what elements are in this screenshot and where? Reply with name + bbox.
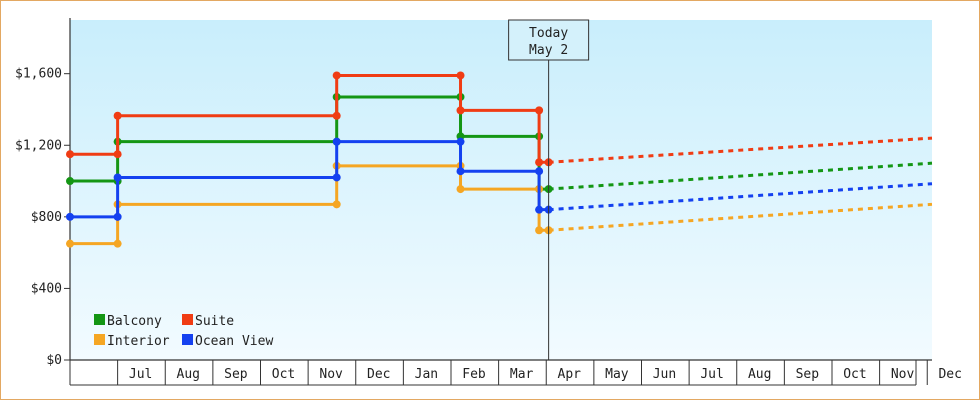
data-point — [456, 167, 465, 176]
x-tick-label: Nov — [891, 367, 915, 382]
today-label-line2: May 2 — [529, 43, 568, 58]
legend-label: Suite — [195, 314, 234, 329]
x-tick-label: May — [605, 367, 629, 382]
x-tick-label: Feb — [462, 367, 486, 382]
x-tick-label: Aug — [748, 367, 771, 382]
x-tick-label: Oct — [843, 367, 866, 382]
legend-label: Interior — [107, 334, 170, 349]
legend-item: Interior — [94, 334, 170, 349]
x-tick-label: Dec — [938, 367, 961, 382]
data-point — [332, 137, 341, 146]
data-point — [456, 71, 465, 80]
series-suite — [66, 71, 933, 167]
legend-swatch — [182, 334, 193, 345]
today-label-line1: Today — [529, 26, 568, 41]
data-point — [332, 200, 341, 209]
legend-item: Suite — [182, 314, 234, 329]
x-tick-label: Sep — [796, 367, 820, 382]
data-point — [113, 173, 122, 182]
x-tick-label: Jun — [653, 367, 676, 382]
data-point — [332, 111, 341, 120]
x-tick-label: Mar — [510, 367, 534, 382]
data-point — [535, 158, 544, 167]
today-box — [508, 19, 590, 61]
series-forecast-line — [548, 202, 933, 232]
y-tick-label: $1,200 — [15, 138, 62, 153]
legend-label: Ocean View — [195, 334, 273, 349]
data-point — [332, 71, 341, 80]
data-point — [535, 106, 544, 115]
x-tick-label: Dec — [367, 367, 390, 382]
x-tick-label: Jul — [129, 367, 152, 382]
data-point — [456, 185, 465, 194]
data-point — [66, 177, 74, 186]
y-tick-label: $0 — [46, 353, 62, 368]
y-tick-label: $1,600 — [15, 67, 62, 82]
x-tick-label: Jan — [415, 367, 438, 382]
series-forecast-line — [548, 161, 933, 191]
x-tick-label: Nov — [319, 367, 343, 382]
x-tick-label: Apr — [558, 367, 582, 382]
data-point — [113, 150, 122, 159]
data-point — [535, 205, 544, 214]
series-history-line — [70, 73, 549, 164]
x-tick-label: Sep — [224, 367, 248, 382]
x-tick-label: Oct — [272, 367, 295, 382]
series-history-line — [70, 140, 549, 219]
data-point — [332, 173, 341, 182]
data-point — [66, 212, 74, 221]
series-forecast-line — [548, 182, 933, 212]
data-point — [456, 106, 465, 115]
data-point — [66, 239, 74, 248]
legend-swatch — [94, 314, 105, 325]
legend-swatch — [182, 314, 193, 325]
series-ocean-view — [66, 137, 933, 221]
legend-item: Ocean View — [182, 334, 273, 349]
data-point — [113, 111, 122, 120]
data-point — [535, 226, 544, 235]
series-forecast-line — [548, 136, 933, 164]
data-point — [113, 212, 122, 221]
data-point — [535, 167, 544, 176]
x-tick-label: Aug — [177, 367, 200, 382]
data-point — [113, 239, 122, 248]
data-point — [456, 137, 465, 146]
y-tick-label: $800 — [31, 210, 62, 225]
data-point — [66, 150, 74, 159]
legend-label: Balcony — [107, 314, 162, 329]
legend-item: Balcony — [94, 314, 162, 329]
x-tick-label: Jul — [700, 367, 723, 382]
legend-swatch — [94, 334, 105, 345]
y-tick-label: $400 — [31, 281, 62, 296]
